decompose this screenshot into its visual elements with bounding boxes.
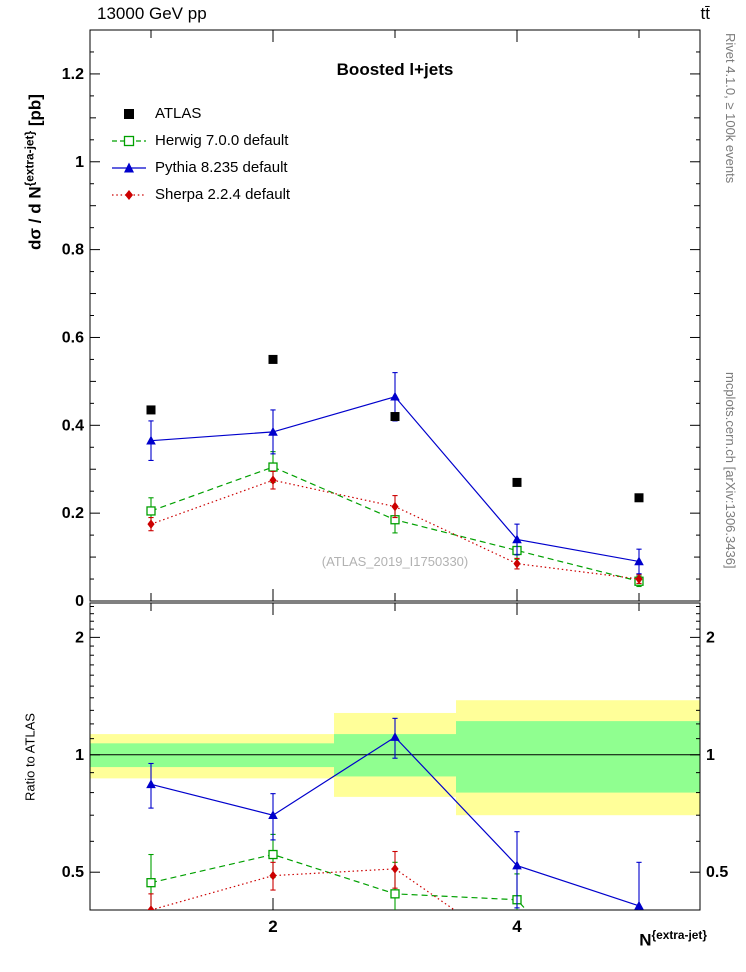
- svg-text:1: 1: [706, 747, 715, 764]
- process-label: tt̄: [700, 4, 710, 23]
- analysis-watermark: (ATLAS_2019_I1750330): [321, 554, 469, 569]
- top-series-pythia: [146, 372, 644, 575]
- atlas-square-marker-icon: [124, 108, 134, 119]
- legend-label: Pythia 8.235 default: [155, 159, 288, 176]
- y-axis-title-unit: [pb]: [25, 94, 45, 131]
- ratio-axis-title: Ratio to ATLAS: [22, 713, 38, 801]
- herwig-dashed-open-square-icon: [112, 135, 146, 146]
- legend-item-pythia: Pythia 8.235 default: [112, 154, 290, 181]
- ratio-series-pythia: [146, 717, 644, 910]
- legend-label: Sherpa 2.2.4 default: [155, 186, 291, 203]
- x-axis-title: N{extra-jet}: [639, 928, 707, 951]
- svg-text:0.8: 0.8: [62, 242, 84, 259]
- pythia-solid-triangle-icon: [112, 162, 146, 172]
- y-axis-title-main: dσ / d N: [25, 186, 45, 250]
- x-axis-title-sup: {extra-jet}: [651, 928, 707, 942]
- y-axis-title: dσ / d N{extra-jet} [pb]: [23, 94, 46, 250]
- legend-item-herwig: Herwig 7.0.0 default: [112, 127, 290, 154]
- svg-text:2: 2: [268, 917, 277, 936]
- svg-text:1.2: 1.2: [62, 66, 84, 83]
- svg-text:2: 2: [75, 629, 84, 646]
- top-series-atlas: [146, 354, 644, 503]
- sherpa-dotted-diamond-icon: [112, 189, 146, 200]
- ratio-series-sherpa: [147, 850, 456, 910]
- beam-energy-label: 13000 GeV pp: [97, 4, 207, 23]
- svg-text:0.2: 0.2: [62, 505, 84, 522]
- legend: ATLAS Herwig 7.0.0 default Pythia 8.235 …: [112, 100, 290, 208]
- svg-text:0: 0: [75, 593, 84, 610]
- y-axis-title-sup: {extra-jet}: [22, 130, 37, 187]
- svg-text:0.5: 0.5: [706, 864, 728, 881]
- svg-text:2: 2: [706, 629, 715, 646]
- legend-label: Herwig 7.0.0 default: [155, 132, 289, 149]
- top-series-sherpa: [147, 470, 643, 584]
- legend-item-sherpa: Sherpa 2.2.4 default: [112, 181, 290, 208]
- legend-item-atlas: ATLAS: [112, 100, 290, 127]
- svg-text:1: 1: [75, 154, 84, 171]
- svg-text:1: 1: [75, 747, 84, 764]
- rivet-version-note: Rivet 4.1.0, ≥ 100k events: [723, 33, 738, 184]
- plot-title: Boosted l+jets: [336, 60, 454, 79]
- x-axis-title-main: N: [639, 930, 652, 950]
- svg-text:4: 4: [512, 917, 522, 936]
- svg-text:0.6: 0.6: [62, 329, 84, 346]
- svg-text:0.5: 0.5: [62, 864, 84, 881]
- mcplots-reference: mcplots.cern.ch [arXiv:1306.3436]: [723, 372, 738, 569]
- svg-text:0.4: 0.4: [62, 417, 84, 434]
- legend-label: ATLAS: [155, 105, 202, 122]
